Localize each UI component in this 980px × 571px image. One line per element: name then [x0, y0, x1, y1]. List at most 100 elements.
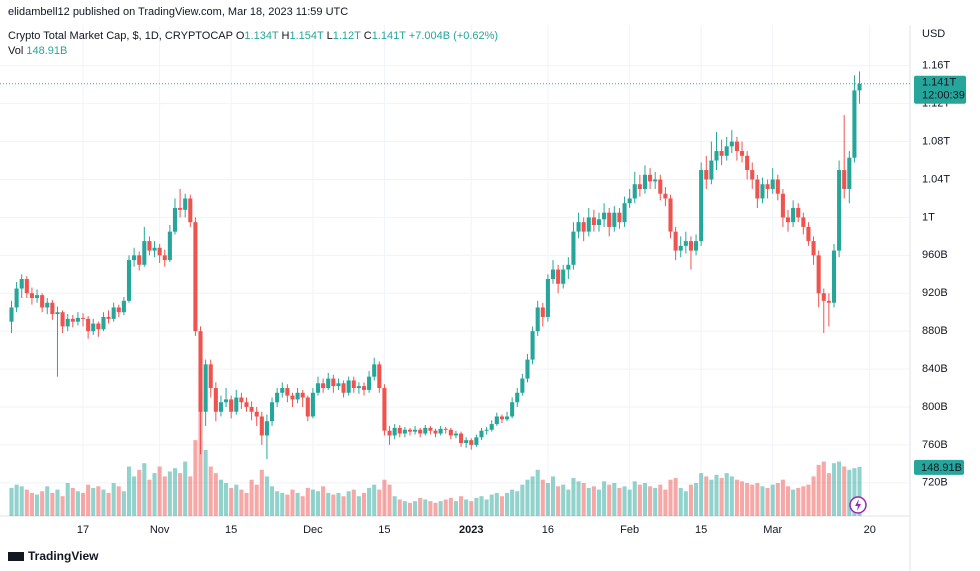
- volume-bar: [213, 473, 218, 516]
- candle-body: [576, 222, 581, 232]
- candle-body: [392, 427, 397, 436]
- volume-bar: [831, 463, 837, 516]
- x-tick-label: Mar: [763, 524, 782, 536]
- volume-bar: [694, 483, 699, 516]
- volume-bar: [91, 487, 96, 516]
- candle-body: [453, 433, 458, 436]
- volume-bar: [178, 473, 183, 516]
- candle-body: [310, 392, 315, 417]
- y-tick-label: 760B: [922, 439, 948, 451]
- volume-bar: [857, 466, 862, 516]
- publish-info: elidambell12 published on TradingView.co…: [8, 6, 349, 18]
- x-tick-label: 2023: [459, 524, 483, 536]
- volume-bar: [285, 494, 290, 516]
- candle-body: [315, 383, 321, 393]
- volume-bar: [734, 479, 739, 516]
- volume-bar: [678, 487, 683, 516]
- candle-body: [111, 307, 116, 319]
- volume-bar: [648, 486, 653, 516]
- volume-bar: [402, 501, 407, 516]
- currency-label: USD: [922, 28, 945, 40]
- volume-bar: [397, 499, 402, 516]
- candle-body: [673, 231, 678, 251]
- volume-bar: [234, 484, 239, 516]
- volume-bar: [70, 487, 75, 516]
- candle-body: [418, 429, 423, 434]
- volume-bar: [387, 484, 392, 516]
- volume-bar: [479, 496, 484, 516]
- volume-bar: [653, 487, 658, 516]
- volume-bar: [428, 501, 433, 516]
- candle-body: [612, 212, 617, 227]
- candle-body: [147, 241, 152, 251]
- volume-bar: [556, 486, 561, 516]
- candle-body: [137, 255, 142, 265]
- volume-bar: [269, 486, 275, 516]
- volume-bar: [40, 491, 45, 516]
- volume-bar: [811, 476, 816, 516]
- candle-body: [571, 231, 576, 265]
- candle-body: [785, 217, 791, 223]
- volume-bar: [515, 491, 520, 516]
- volume-bar: [459, 496, 464, 516]
- candle-body: [734, 141, 739, 152]
- volume-bar: [290, 489, 295, 516]
- volume-bar: [586, 487, 591, 516]
- countdown-label: 12:00:39: [922, 90, 965, 102]
- y-tick-label: 1.04T: [922, 173, 950, 185]
- candle-body: [290, 395, 295, 400]
- candle-body: [142, 241, 147, 265]
- volume-tag-label: 148.91B: [921, 462, 962, 474]
- candle-body: [540, 307, 545, 317]
- candle-body: [729, 141, 734, 147]
- volume-bar: [499, 496, 504, 516]
- candle-body: [218, 402, 223, 412]
- candle-body: [19, 279, 24, 289]
- candle-body: [469, 440, 474, 445]
- volume-bar: [116, 486, 121, 516]
- candle-body: [719, 151, 724, 156]
- candle-body: [96, 323, 101, 330]
- volume-bar: [167, 471, 172, 516]
- candle-body: [591, 217, 596, 226]
- volume-bar: [760, 486, 765, 516]
- volume-bar: [86, 484, 91, 516]
- candle-body: [356, 386, 361, 389]
- volume-bar: [443, 499, 448, 516]
- ohlc-key: L: [326, 30, 333, 42]
- candle-body: [831, 250, 837, 303]
- candle-body: [739, 151, 745, 156]
- symbol-legend: Crypto Total Market Cap, $, 1D, CRYPTOCA…: [8, 30, 498, 42]
- candle-body: [852, 90, 857, 158]
- candle-body: [520, 378, 525, 393]
- candle-body: [622, 203, 627, 223]
- candle-body: [367, 376, 372, 390]
- volume-bar: [331, 494, 336, 516]
- volume-bar: [607, 484, 612, 516]
- volume-bar: [704, 476, 709, 516]
- candle-body: [847, 157, 852, 189]
- candle-body: [377, 364, 382, 389]
- candle-body: [704, 170, 709, 180]
- candle-body: [653, 179, 658, 182]
- candle-body: [489, 424, 494, 430]
- logo-text: TradingView: [28, 549, 99, 563]
- candle-body: [515, 392, 520, 403]
- candle-body: [249, 406, 254, 412]
- candle-body: [24, 279, 29, 294]
- candle-body: [280, 388, 285, 393]
- volume-bar: [203, 450, 208, 516]
- volume-bar: [504, 492, 510, 516]
- candle-body: [801, 217, 806, 227]
- candle-body: [269, 402, 275, 422]
- volume-bar: [423, 499, 428, 516]
- volume-bar: [530, 476, 535, 516]
- volume-bar: [336, 492, 341, 516]
- ohlc-key: O: [235, 30, 245, 42]
- candle-body: [106, 316, 111, 319]
- candle-body: [183, 198, 188, 210]
- volume-bar: [719, 478, 724, 516]
- candle-body: [658, 179, 663, 194]
- candle-body: [126, 260, 132, 301]
- candle-body: [300, 392, 305, 398]
